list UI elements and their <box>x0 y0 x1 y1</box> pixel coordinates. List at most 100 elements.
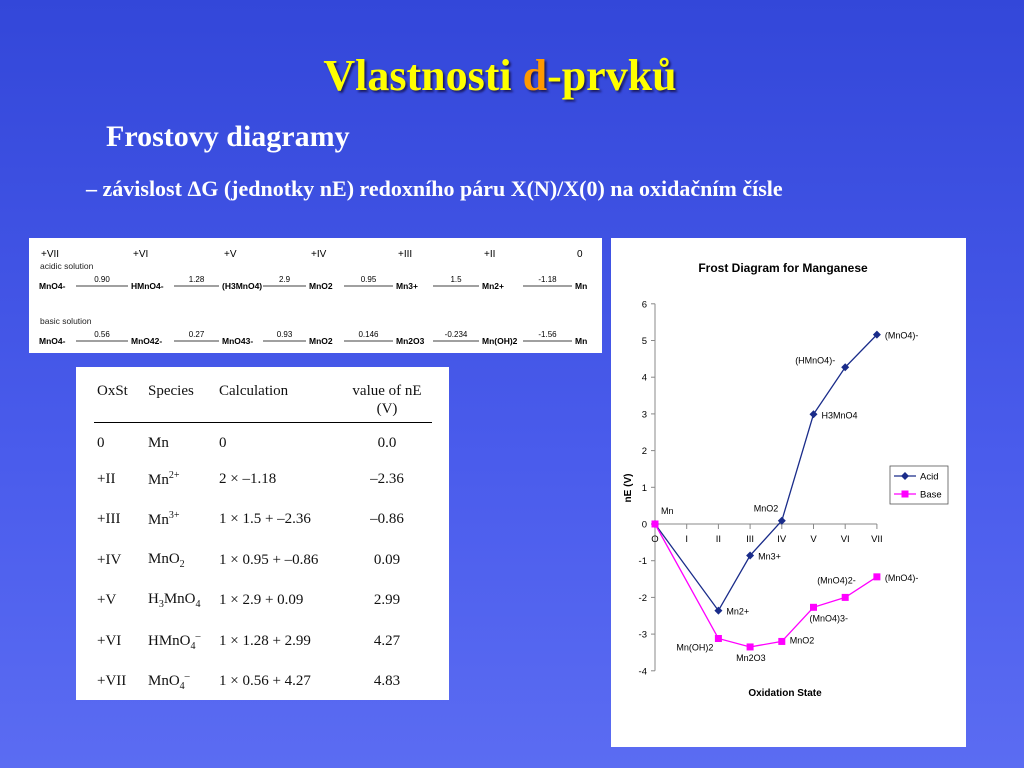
latimer-species: Mn <box>575 336 587 346</box>
x-tick-label: I <box>685 534 688 545</box>
slide-title: Vlastnosti d-prvků <box>0 50 1000 101</box>
latimer-species: MnO4- <box>39 281 66 291</box>
legend-marker <box>901 490 909 498</box>
latimer-potential: 0.95 <box>361 275 377 284</box>
cell-oxst: +II <box>97 470 116 487</box>
latimer-species: MnO4- <box>39 336 66 346</box>
table-row: +V H3MnO4 1 × 2.9 + 0.09 2.99 <box>94 581 432 622</box>
latimer-potential: 1.28 <box>189 275 205 284</box>
latimer-species: MnO43- <box>222 336 253 346</box>
frost-diagram-panel: Frost Diagram for Manganese 6 5 4 3 2 1 0 -1 -2 -3… <box>611 238 966 747</box>
data-label: (HMnO4)- <box>795 355 835 365</box>
data-label: Mn2O3 <box>736 653 766 663</box>
y-tick-label: 6 <box>642 299 647 310</box>
bullet-text: – závislost ΔG (jednotky nE) redoxního p… <box>86 176 783 201</box>
latimer-solution-label: acidic solution <box>40 261 94 271</box>
y-tick-label: 3 <box>642 409 647 420</box>
latimer-species: MnO2 <box>309 336 333 346</box>
cell-value: 4.83 <box>373 673 401 690</box>
latimer-svg: +VII +VI +V +IV +III +II 0 acidic solution MnO4-… <box>39 249 587 346</box>
latimer-oxstate: +VII <box>41 249 59 260</box>
table-header-row: OxSt Species Calculation value of nE (V) <box>94 379 432 423</box>
y-tick-label: -4 <box>639 666 647 677</box>
data-point-acid <box>872 330 881 339</box>
table-row: +III Mn3+ 1 × 1.5 + –2.36 –0.86 <box>94 500 432 541</box>
latimer-species: HMnO4- <box>131 281 164 291</box>
data-label: Mn <box>661 506 674 516</box>
data-label: MnO2 <box>790 635 815 645</box>
y-tick-label: 5 <box>642 336 647 347</box>
data-point-acid <box>714 606 723 615</box>
cell-species: H3MnO4 <box>148 591 201 611</box>
y-tick-label: 1 <box>642 483 647 494</box>
data-label: (MnO4)- <box>885 573 919 583</box>
latimer-potential: -1.56 <box>538 330 557 339</box>
latimer-species: Mn2+ <box>482 281 504 291</box>
table-row: 0 Mn 0 0.0 <box>94 423 432 460</box>
cell-value: 2.99 <box>373 592 401 609</box>
data-point-base <box>841 593 849 601</box>
series-line-acid <box>654 334 878 612</box>
header-oxst: OxSt <box>94 379 145 423</box>
data-point-base <box>746 643 754 651</box>
header-value: value of nE (V) <box>345 379 432 423</box>
y-tick-label: 4 <box>642 373 647 384</box>
table-row: +VII MnO4– 1 × 0.56 + 4.27 4.83 <box>94 662 432 703</box>
latimer-species: (H3MnO4) <box>222 281 262 291</box>
cell-calculation: 0 <box>219 434 227 451</box>
cell-oxst: 0 <box>97 434 105 451</box>
data-label: (MnO4)2- <box>817 575 856 585</box>
cell-oxst: +III <box>97 511 121 528</box>
cell-value: 0.09 <box>373 551 401 568</box>
y-tick-label: 0 <box>642 520 647 531</box>
latimer-species: Mn2O3 <box>396 336 425 346</box>
data-label: (MnO4)- <box>885 331 919 341</box>
title-rest: -prvků <box>547 51 677 100</box>
cell-calculation: 1 × 1.28 + 2.99 <box>219 632 311 649</box>
data-point-acid <box>746 551 755 560</box>
latimer-oxstate: +VI <box>133 249 148 260</box>
data-label: (MnO4)3- <box>810 613 849 623</box>
latimer-oxstate: +IV <box>311 249 327 260</box>
latimer-potential: -1.18 <box>538 275 557 284</box>
y-tick-label: 2 <box>642 446 647 457</box>
data-point-acid <box>841 363 850 372</box>
y-tick-label: -3 <box>639 630 647 641</box>
x-tick-label: V <box>810 534 817 545</box>
frost-diagram-chart: Frost Diagram for Manganese 6 5 4 3 2 1 0 -1 -2 -3… <box>623 261 949 699</box>
x-tick-label: VII <box>871 534 883 545</box>
latimer-solution-label: basic solution <box>40 316 92 326</box>
subtitle: Frostovy diagramy <box>106 120 350 153</box>
latimer-potential: -0.234 <box>445 330 468 339</box>
cell-calculation: 1 × 0.56 + 4.27 <box>219 673 311 690</box>
latimer-potential: 0.90 <box>94 275 110 284</box>
cell-species: Mn <box>148 434 169 451</box>
cell-oxst: +V <box>97 592 117 609</box>
chart-title: Frost Diagram for Manganese <box>698 261 868 275</box>
data-label: Mn2+ <box>726 607 749 617</box>
title-highlight: d <box>522 51 548 100</box>
y-tick-label: -2 <box>639 593 647 604</box>
cell-value: –0.86 <box>370 511 404 528</box>
table-row: +IV MnO2 1 × 0.95 + –0.86 0.09 <box>94 540 432 581</box>
cell-species: MnO2 <box>148 550 185 570</box>
data-point-acid <box>809 410 818 419</box>
cell-species: MnO4– <box>148 671 190 693</box>
cell-species: Mn2+ <box>148 469 180 488</box>
header-species: Species <box>145 379 216 423</box>
latimer-species: Mn3+ <box>396 281 418 291</box>
latimer-species: MnO42- <box>131 336 162 346</box>
x-axis-label: Oxidation State <box>748 688 822 699</box>
calculation-table-panel: OxSt Species Calculation value of nE (V)… <box>76 367 449 700</box>
latimer-oxstate: +III <box>398 249 412 260</box>
cell-species: HMnO4– <box>148 630 201 652</box>
y-axis-label: nE (V) <box>623 474 634 503</box>
legend-label: Acid <box>920 472 938 483</box>
data-label: H3MnO4 <box>822 410 858 420</box>
data-point-base <box>810 603 817 611</box>
table-body: 0 Mn 0 0.0 +II Mn2+ 2 × –1.18 –2.36 +III Mn3+ 1 × … <box>94 423 432 703</box>
data-point-base <box>873 573 881 581</box>
latimer-oxstate: +II <box>484 249 495 260</box>
latimer-potential: 2.9 <box>279 275 291 284</box>
data-point-acid <box>777 516 786 525</box>
